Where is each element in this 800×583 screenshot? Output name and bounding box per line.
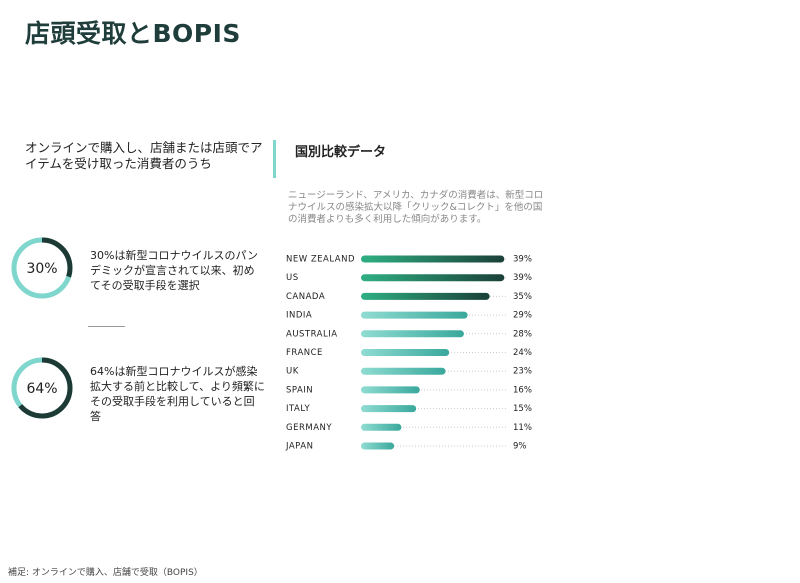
chart: 30% 64% NEW ZEALAND 39% US 39% CANADA 35% INDIA 2… <box>11 237 532 452</box>
category-label: UK <box>286 367 299 377</box>
value-label: 28% <box>513 329 532 339</box>
value-label: 39% <box>513 255 532 265</box>
bar <box>361 292 490 300</box>
value-label: 9% <box>513 442 527 452</box>
category-label: JAPAN <box>285 442 313 452</box>
intro-text: オンラインで購入し、店舗または店頭でアイテムを受け取った消費者のうち <box>25 140 263 171</box>
bar <box>361 386 420 394</box>
category-label: NEW ZEALAND <box>286 255 355 265</box>
value-label: 29% <box>513 311 532 321</box>
chart-title: 国別比較データ <box>295 145 387 160</box>
separator <box>88 326 125 327</box>
bar <box>361 349 450 356</box>
category-label: ITALY <box>286 404 310 414</box>
value-label: 16% <box>513 385 532 395</box>
category-label: US <box>286 273 299 283</box>
donut-arc <box>11 237 73 299</box>
bar <box>361 311 468 319</box>
category-label: AUSTRALIA <box>286 329 338 339</box>
category-label: SPAIN <box>286 385 313 395</box>
value-label: 35% <box>513 292 532 302</box>
bar <box>361 405 417 413</box>
value-label: 15% <box>513 404 532 414</box>
bar <box>361 255 505 263</box>
bar <box>361 274 505 282</box>
footnote: 補足: オンラインで購入、店舗で受取（BOPIS） <box>8 568 203 578</box>
category-label: INDIA <box>286 311 312 321</box>
donut-label: 30% <box>26 261 57 277</box>
accent-bar <box>273 140 276 178</box>
donut-label: 64% <box>26 381 57 397</box>
value-label: 11% <box>513 423 532 433</box>
category-label: CANADA <box>286 292 325 302</box>
bar <box>361 367 446 375</box>
bar <box>361 330 464 338</box>
category-label: FRANCE <box>286 348 323 358</box>
stat-text: 30%は新型コロナウイルスのパンデミックが宣言されて以来、初めてその受取手段を選… <box>90 249 258 292</box>
bar <box>361 442 395 450</box>
value-label: 24% <box>513 348 532 358</box>
bar <box>361 423 402 431</box>
donut-arc <box>11 357 73 419</box>
chart-subtitle: ニュージーランド、アメリカ、カナダの消費者は、新型コロナウイルスの感染拡大以降「… <box>288 190 544 225</box>
value-label: 23% <box>513 367 532 377</box>
category-label: GERMANY <box>286 423 332 433</box>
value-label: 39% <box>513 273 532 283</box>
page-title: 店頭受取とBOPIS <box>25 19 241 48</box>
stat-text: 64%は新型コロナウイルスが感染拡大する前と比較して、より頻繁にその受取手段を利… <box>90 365 265 423</box>
